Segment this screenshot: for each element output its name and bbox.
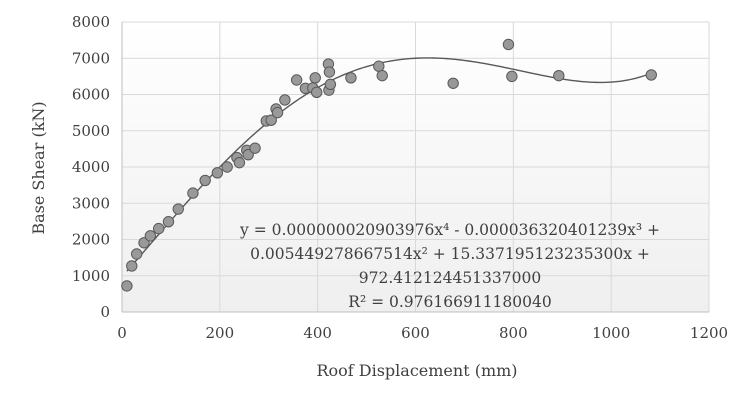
y-tick-label: 2000 [72, 231, 110, 249]
x-tick-label: 200 [206, 324, 235, 342]
data-point [221, 161, 233, 173]
data-point [376, 69, 388, 82]
x-tick-label: 1000 [592, 324, 630, 342]
data-point [271, 106, 284, 119]
data-point [121, 280, 133, 292]
data-point [242, 148, 254, 161]
r-squared-label: R² = 0.976166911180040 [348, 293, 551, 311]
data-point [126, 260, 138, 272]
data-point [279, 94, 291, 106]
data-point [249, 142, 261, 154]
data-point [309, 72, 321, 84]
y-tick-label: 0 [100, 303, 110, 321]
data-point [502, 38, 515, 51]
x-tick-label: 800 [499, 324, 528, 342]
data-point [310, 86, 323, 99]
data-point [162, 216, 175, 228]
x-tick-label: 400 [303, 324, 332, 342]
trendline-equation: y = 0.000000020903976x⁴ - 0.000036320401… [239, 221, 660, 311]
equation-line-2: 0.005449278667514x² + 15.337195123235300… [250, 245, 650, 263]
x-tick-label: 0 [117, 324, 127, 342]
y-tick-label: 5000 [72, 122, 110, 140]
data-point [172, 203, 184, 215]
data-point [152, 222, 165, 235]
data-point [144, 230, 157, 242]
x-tick-label: 1200 [690, 324, 728, 342]
data-point [199, 174, 211, 187]
data-point [345, 72, 357, 84]
data-point [323, 66, 336, 78]
data-point [265, 114, 277, 126]
y-axis-title: Base Shear (kN) [29, 101, 48, 234]
data-point [553, 69, 565, 82]
data-point [324, 78, 337, 91]
x-tick-label: 600 [401, 324, 430, 342]
y-tick-label: 3000 [72, 194, 110, 212]
y-tick-label: 6000 [72, 86, 110, 104]
y-tick-label: 8000 [72, 13, 110, 31]
data-points [121, 38, 657, 292]
data-point [130, 248, 143, 260]
data-point [138, 237, 150, 249]
data-point [211, 167, 224, 179]
data-point [447, 77, 459, 89]
equation-line-1: y = 0.000000020903976x⁴ - 0.000036320401… [239, 221, 660, 239]
y-tick-label: 4000 [72, 158, 110, 176]
data-point [233, 156, 246, 169]
gridlines [122, 21, 710, 312]
y-tick-label: 1000 [72, 267, 110, 285]
data-point [506, 70, 518, 83]
equation-line-3: 972.412124451337000 [359, 269, 541, 287]
data-point [187, 187, 199, 199]
axes: 0 1000 2000 3000 4000 5000 6000 7000 8000 0 200 400… [72, 13, 728, 342]
y-tick-label: 7000 [72, 49, 110, 67]
data-point [645, 69, 657, 81]
data-point [290, 74, 303, 86]
data-point [373, 60, 385, 72]
x-axis-title: Roof Displacement (mm) [316, 361, 517, 380]
